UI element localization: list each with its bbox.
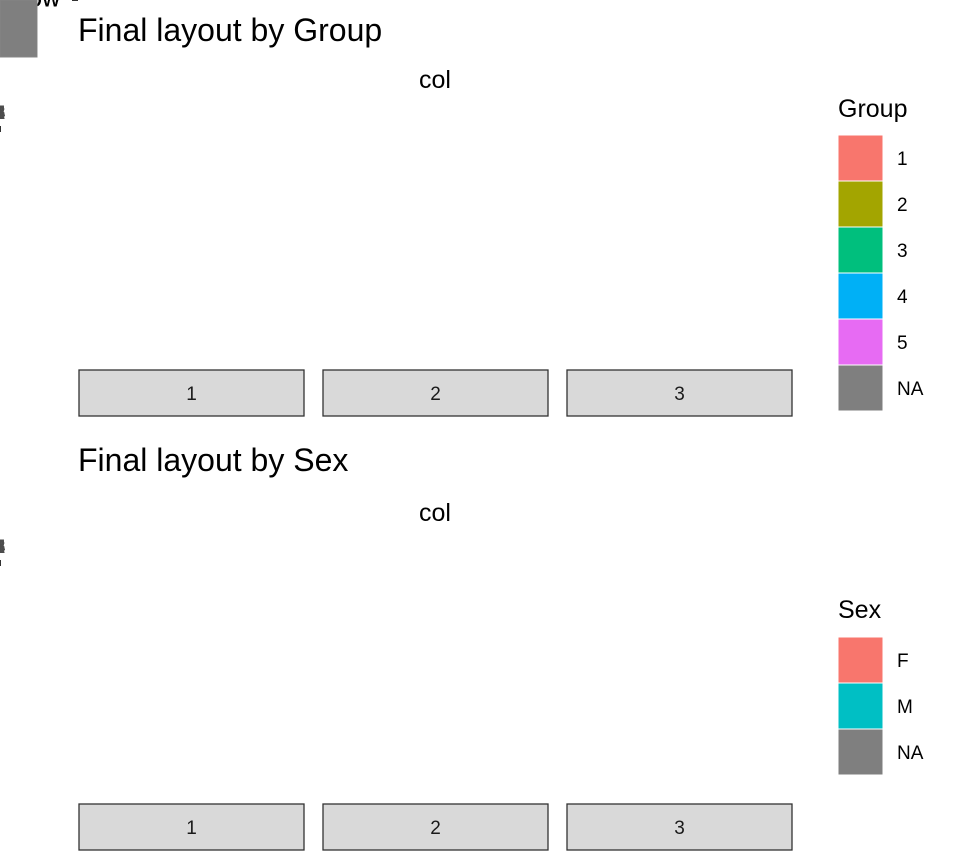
x-tick-label: 3 <box>0 103 5 124</box>
legend-label: 2 <box>897 195 908 216</box>
y-tick-label: 3 <box>55 0 66 5</box>
x-tick-label: 1 <box>0 103 5 124</box>
y-tick-label: 1 <box>55 0 66 5</box>
legend-label: M <box>897 697 913 718</box>
x-tick-label: 6 <box>0 103 5 124</box>
x-tick-label: 4 <box>0 103 6 124</box>
x-tick-label: 3 <box>0 103 5 124</box>
x-tick-label: 1 <box>0 103 5 124</box>
x-tick-label: 3 <box>0 537 5 558</box>
x-tick-label: 2 <box>0 103 5 124</box>
legend-label: F <box>897 651 909 672</box>
x-tick-label: 2 <box>0 103 5 124</box>
x-tick-label: 2 <box>0 103 5 124</box>
legend-key <box>837 636 884 684</box>
x-axis-label: col <box>419 66 451 94</box>
x-tick-label: 4 <box>0 537 6 558</box>
legend-key <box>837 180 884 228</box>
facet-strip <box>78 803 305 851</box>
x-tick-label: 1 <box>0 537 5 558</box>
x-tick-label: 5 <box>0 537 5 558</box>
legend-label: NA <box>897 743 924 764</box>
facet-strip-label: 3 <box>674 384 685 405</box>
x-tick-label: 2 <box>0 537 5 558</box>
y-tick-label: 3 <box>55 0 66 5</box>
legend-label: 5 <box>897 333 908 354</box>
legend-key <box>837 226 884 274</box>
legend-label: 1 <box>897 149 908 170</box>
facet-strip <box>322 803 549 851</box>
x-tick-label: 3 <box>0 537 5 558</box>
facet-strip <box>566 803 793 851</box>
y-tick-label: 4 <box>55 0 66 5</box>
facet-strip <box>322 369 549 417</box>
legend-label: NA <box>897 379 924 400</box>
facet-strip-label: 3 <box>674 818 685 839</box>
legend-title: Sex <box>838 596 882 624</box>
facet-strip <box>78 369 305 417</box>
legend-title: Group <box>838 95 907 123</box>
legend-key <box>837 728 884 776</box>
facet-strip <box>566 369 793 417</box>
y-tick-label: 2 <box>55 0 66 5</box>
x-tick-label: 5 <box>0 103 5 124</box>
x-tick-label: 4 <box>0 103 6 124</box>
legend-key <box>837 364 884 412</box>
facet-strip-label: 2 <box>430 384 441 405</box>
x-tick-label: 3 <box>0 103 5 124</box>
legend-key <box>837 134 884 182</box>
facet-strip-label: 2 <box>430 818 441 839</box>
x-tick-label: 5 <box>0 103 5 124</box>
y-tick-label: 4 <box>55 0 66 5</box>
x-tick-label: 5 <box>0 537 5 558</box>
x-tick-label: 1 <box>0 103 5 124</box>
x-tick-label: 6 <box>0 537 5 558</box>
x-tick-label: 4 <box>0 103 6 124</box>
x-tick-label: 2 <box>0 537 5 558</box>
x-tick-label: 6 <box>0 537 5 558</box>
facet-strip-label: 1 <box>186 384 197 405</box>
x-tick-label: 6 <box>0 537 5 558</box>
x-tick-label: 5 <box>0 103 5 124</box>
legend-label: 4 <box>897 287 908 308</box>
x-tick-label: 1 <box>0 537 5 558</box>
legend-key <box>837 318 884 366</box>
legend-label: 3 <box>897 241 908 262</box>
x-tick-label: 4 <box>0 537 6 558</box>
facet-strip-label: 1 <box>186 818 197 839</box>
x-tick-label: 6 <box>0 103 5 124</box>
y-tick-label: 2 <box>55 0 66 5</box>
y-tick-label: 1 <box>55 0 66 5</box>
x-tick-label: 2 <box>0 537 5 558</box>
x-tick-label: 4 <box>0 537 6 558</box>
x-tick-label: 3 <box>0 537 5 558</box>
legend-key <box>837 682 884 730</box>
x-tick-label: 6 <box>0 103 5 124</box>
chart-title: Final layout by Group <box>78 12 382 48</box>
x-tick-label: 1 <box>0 537 5 558</box>
x-tick-label: 5 <box>0 537 5 558</box>
chart-title: Final layout by Sex <box>78 442 348 478</box>
x-axis-label: col <box>419 499 451 527</box>
legend-key <box>837 272 884 320</box>
heatmap-cell <box>0 0 38 58</box>
